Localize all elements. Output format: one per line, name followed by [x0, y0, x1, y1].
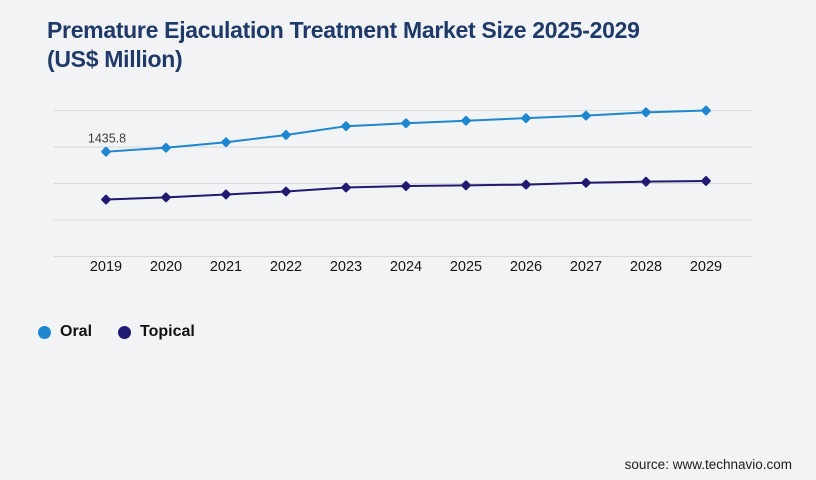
svg-text:1435.8: 1435.8: [88, 132, 126, 146]
svg-text:2019: 2019: [90, 259, 122, 275]
svg-text:2025: 2025: [450, 259, 482, 275]
legend-label-topical: Topical: [140, 323, 195, 340]
chart-legend: Oral Topical: [38, 323, 195, 341]
chart-area: 1435.8 2019 2020 2021 2022 2023 2024 2025 2026 20…: [54, 105, 752, 275]
svg-text:2027: 2027: [570, 259, 602, 275]
svg-text:2026: 2026: [510, 259, 542, 275]
oral-series-dot-icon: [38, 325, 51, 339]
legend-item-oral: Oral: [38, 323, 92, 341]
chart-title-line1: Premature Ejaculation Treatment Market S…: [47, 17, 640, 43]
topical-series-dot-icon: [118, 325, 132, 339]
chart-title: Premature Ejaculation Treatment Market S…: [47, 16, 777, 74]
svg-text:2020: 2020: [150, 259, 182, 275]
svg-text:2022: 2022: [270, 259, 302, 275]
legend-item-topical: Topical: [118, 323, 195, 341]
svg-text:2028: 2028: [630, 259, 662, 275]
svg-text:2024: 2024: [390, 259, 422, 275]
source-attribution: source: www.technavio.com: [624, 457, 792, 472]
legend-label-oral: Oral: [60, 323, 93, 340]
svg-text:2023: 2023: [330, 259, 362, 275]
chart-title-line2: (US$ Million): [47, 46, 183, 72]
svg-text:2029: 2029: [690, 259, 722, 275]
chart-svg: 1435.8 2019 2020 2021 2022 2023 2024 2025 2026 20…: [54, 105, 752, 275]
svg-text:2021: 2021: [210, 259, 242, 275]
